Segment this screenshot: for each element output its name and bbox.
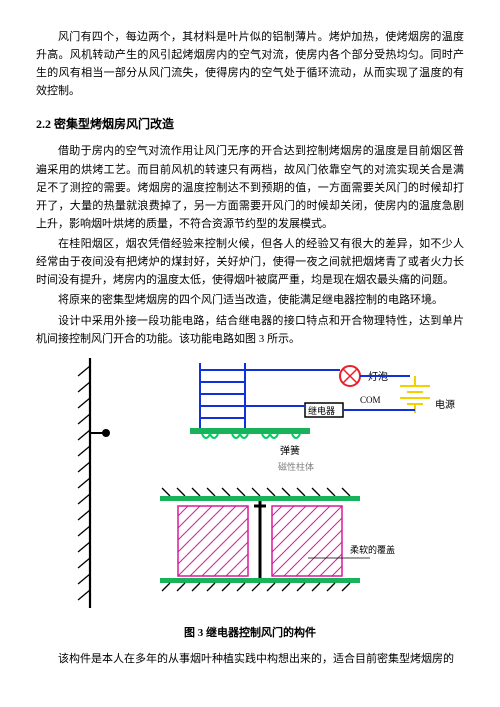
figure-caption: 图 3 继电器控制风门的构件 — [36, 624, 464, 642]
relay-label: 继电器 — [308, 405, 335, 416]
figure-svg: 灯泡 电源 继电器 C — [40, 358, 460, 618]
spring-label: 弹簧 — [280, 444, 300, 457]
magnet-label: 磁性柱体 — [278, 461, 314, 472]
intro-paragraph: 风门有四个，每边两个，其材料是叶片似的铝制薄片。烤炉加热，使烤烟房的温度升高。风… — [36, 28, 464, 101]
closing-paragraph: 该构件是本人在多年的从事烟叶种植实践中构想出来的，适合目前密集型烤烟房的 — [36, 650, 464, 668]
section-p4: 设计中采用外接一段功能电路，结合继电器的接口特点和开合物理特性，达到单片机间接控… — [36, 312, 464, 348]
softcover-label: 柔软的覆盖 — [350, 544, 395, 555]
com-label: COM — [360, 395, 381, 405]
section-p3: 将原来的密集型烤烟房的四个风门适当改造，使能满足继电器控制的电路环境。 — [36, 291, 464, 309]
circuit-block: 灯泡 电源 继电器 C — [190, 363, 455, 472]
power-label: 电源 — [435, 398, 455, 411]
section-p2: 在桂阳烟区，烟农凭借经验来控制火候，但各人的经验又有很大的差异，如不少人经常由于… — [36, 235, 464, 289]
wall-left-icon — [78, 358, 110, 608]
damper-assembly: 柔软的覆盖 — [160, 488, 395, 591]
section-heading: 2.2 密集型烤烟房风门改造 — [36, 115, 464, 135]
figure-area: 灯泡 电源 继电器 C — [36, 358, 464, 642]
section-p1: 借助于房内的空气对流作用让风门无序的开合达到控制烤烟房的温度是目前烟区普遍采用的… — [36, 142, 464, 233]
